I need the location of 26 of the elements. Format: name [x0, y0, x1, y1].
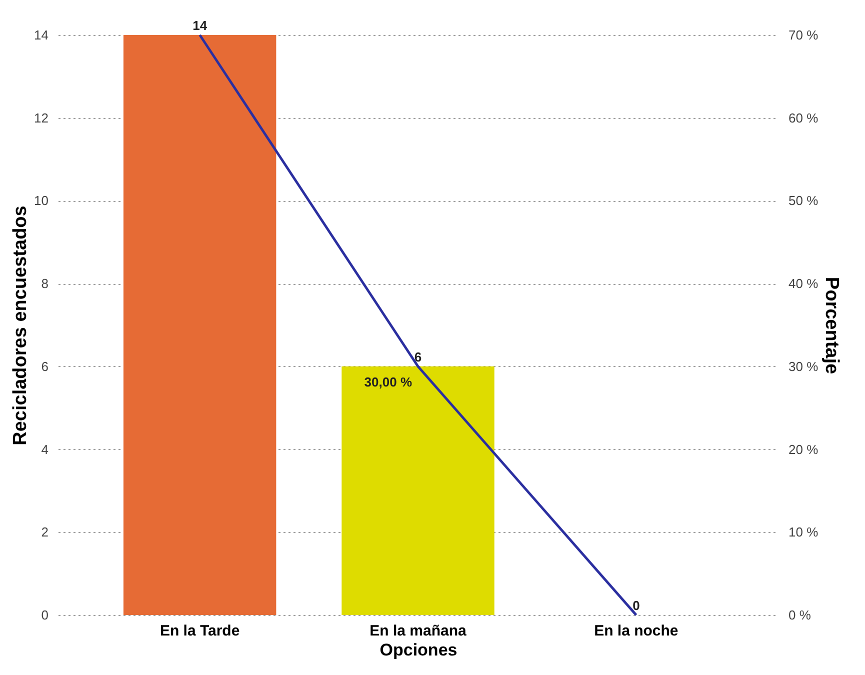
- y2-tick-label: 60 %: [788, 110, 819, 126]
- x-axis-title: Opciones: [380, 640, 458, 660]
- y2-tick-label: 10 %: [788, 524, 819, 540]
- y2-tick-label: 20 %: [788, 442, 819, 457]
- data-label: 14: [192, 18, 208, 33]
- y-tick-label: 0: [41, 608, 48, 622]
- y2-tick-label: 0 %: [788, 608, 812, 622]
- x-tick-label: En la noche: [594, 622, 678, 640]
- y-tick-label: 4: [41, 442, 48, 457]
- data-label: 30,00 %: [364, 374, 412, 390]
- y2-tick-label: 70 %: [788, 28, 819, 42]
- y2-tick-label: 30 %: [788, 358, 819, 374]
- data-label: 0: [632, 598, 640, 613]
- data-label: 6: [414, 349, 422, 364]
- y-tick-label: 14: [34, 28, 48, 42]
- y-tick-label: 10: [34, 193, 48, 208]
- x-tick-label: En la mañana: [370, 622, 468, 640]
- y2-axis-title: Porcentaje: [821, 276, 842, 374]
- y2-tick-label: 50 %: [788, 193, 819, 208]
- y-tick-label: 6: [41, 358, 48, 374]
- y2-tick-label: 40 %: [788, 276, 819, 292]
- y-tick-label: 8: [41, 276, 48, 292]
- y-tick-label: 12: [34, 110, 48, 126]
- x-tick-label: En la Tarde: [160, 622, 240, 640]
- y-axis-title: Recicladores encuestados: [10, 206, 32, 446]
- y-tick-label: 2: [41, 524, 48, 540]
